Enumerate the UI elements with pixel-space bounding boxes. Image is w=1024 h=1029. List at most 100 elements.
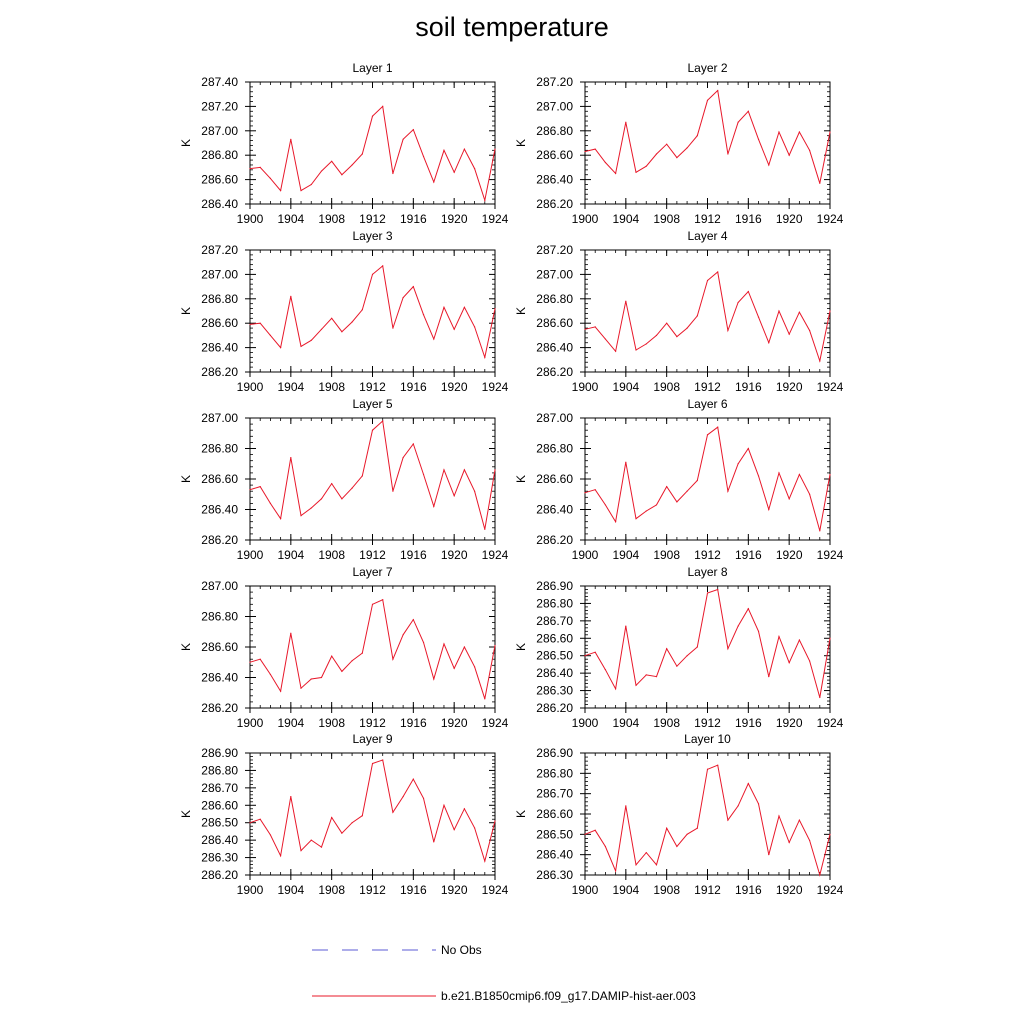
- x-tick-label: 1908: [653, 380, 680, 394]
- panel-2: [580, 81, 831, 209]
- panel-title: Layer 6: [687, 397, 727, 411]
- legend-label-no-obs: No Obs: [441, 943, 482, 957]
- x-tick-label: 1924: [817, 716, 844, 730]
- data-point: [798, 639, 800, 641]
- y-tick-label: 286.70: [201, 781, 238, 795]
- data-point: [310, 678, 312, 680]
- x-tick-label: 1908: [318, 716, 345, 730]
- x-tick-label: 1916: [400, 548, 427, 562]
- y-tick-label: 286.60: [201, 173, 238, 187]
- data-point: [310, 839, 312, 841]
- data-point: [788, 333, 790, 335]
- data-point: [717, 89, 719, 92]
- data-point: [269, 334, 272, 336]
- y-tick-label: 286.20: [201, 365, 238, 379]
- series-line: [249, 105, 496, 203]
- data-point: [584, 492, 586, 494]
- data-point: [594, 489, 596, 491]
- data-point: [422, 473, 425, 476]
- data-point: [473, 168, 476, 170]
- data-point: [819, 696, 821, 699]
- data-point: [259, 658, 261, 660]
- series-line: [584, 271, 831, 363]
- data-point: [768, 854, 770, 856]
- data-point: [584, 833, 586, 835]
- x-tick-label: 1924: [482, 212, 509, 226]
- data-point: [351, 487, 353, 489]
- data-point: [808, 329, 811, 332]
- data-point: [269, 502, 272, 504]
- x-tick-label: 1908: [653, 212, 680, 226]
- x-tick-label: 1900: [237, 548, 264, 562]
- data-point: [310, 339, 312, 341]
- x-tick-label: 1924: [817, 548, 844, 562]
- panel-title: Layer 4: [687, 229, 727, 243]
- data-point: [676, 845, 678, 848]
- data-point: [706, 592, 709, 594]
- data-point: [443, 306, 445, 308]
- data-point: [484, 199, 486, 201]
- data-point: [584, 655, 586, 657]
- data-point: [402, 795, 404, 798]
- x-tick-label: 1904: [277, 883, 304, 897]
- data-point: [727, 819, 729, 821]
- x-tick-label: 1920: [441, 883, 468, 897]
- data-point: [341, 498, 343, 500]
- data-point: [433, 841, 435, 843]
- data-point: [484, 860, 486, 862]
- data-point: [706, 279, 709, 282]
- data-point: [463, 469, 465, 471]
- data-point: [494, 644, 496, 647]
- data-point: [584, 150, 586, 153]
- data-point: [655, 676, 658, 678]
- data-point: [768, 342, 770, 344]
- y-tick-label: 286.30: [201, 851, 238, 865]
- x-tick-label: 1912: [694, 548, 721, 562]
- y-tick-label: 287.00: [201, 124, 238, 138]
- y-tick-label: 286.80: [201, 442, 238, 456]
- data-point: [778, 635, 780, 638]
- y-tick-label: 286.40: [201, 197, 238, 211]
- data-point: [686, 147, 688, 149]
- data-point: [443, 643, 445, 645]
- data-point: [341, 670, 343, 673]
- plot-frame: [249, 249, 496, 373]
- x-tick-label: 1904: [612, 212, 639, 226]
- y-tick-label: 286.80: [201, 148, 238, 162]
- panel-title: Layer 2: [687, 61, 727, 75]
- data-point: [361, 153, 363, 155]
- y-tick-label: 286.70: [536, 614, 573, 628]
- data-point: [737, 625, 739, 627]
- x-tick-label: 1912: [359, 380, 386, 394]
- panel-6: [580, 417, 831, 545]
- x-tick-label: 1916: [400, 212, 427, 226]
- data-point: [778, 131, 780, 133]
- data-point: [412, 618, 414, 621]
- x-tick-label: 1904: [612, 883, 639, 897]
- data-point: [310, 507, 312, 509]
- data-point: [422, 641, 425, 644]
- x-tick-label: 1924: [817, 883, 844, 897]
- y-tick-label: 286.50: [536, 649, 573, 663]
- x-tick-label: 1908: [318, 212, 345, 226]
- data-point: [717, 426, 719, 428]
- plot-frame: [249, 81, 496, 205]
- data-point: [615, 350, 617, 352]
- x-tick-label: 1908: [653, 883, 680, 897]
- y-tick-label: 286.20: [201, 868, 238, 882]
- data-point: [615, 688, 617, 690]
- data-point: [402, 296, 404, 299]
- x-tick-label: 1912: [694, 212, 721, 226]
- x-tick-label: 1920: [776, 380, 803, 394]
- y-axis-label: K: [514, 307, 528, 315]
- series-line: [584, 89, 831, 184]
- data-point: [351, 660, 353, 662]
- x-tick-label: 1912: [359, 548, 386, 562]
- data-point: [433, 678, 435, 680]
- x-tick-label: 1904: [277, 212, 304, 226]
- x-tick-label: 1924: [482, 883, 509, 897]
- x-tick-label: 1920: [441, 380, 468, 394]
- data-point: [645, 674, 647, 676]
- panel-9: [245, 752, 496, 880]
